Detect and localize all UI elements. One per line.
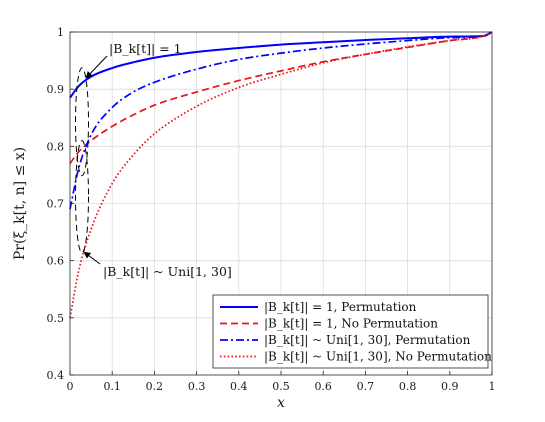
y-tick-label: 0.4 (47, 369, 65, 382)
y-axis-label: Pr(ξ_k[t, n] ≤ x) (12, 147, 28, 260)
legend-label-1: |B_k[t]| = 1, Permutation (264, 300, 417, 314)
x-tick-label: 0.3 (188, 380, 206, 393)
annotation-label-top: |B_k[t]| = 1 (109, 41, 182, 56)
x-tick-label: 0.4 (230, 380, 248, 393)
x-tick-label: 0.1 (103, 380, 121, 393)
ellipse-uniform-users (75, 140, 89, 254)
series-line-4 (69, 31, 493, 318)
y-tick-label: 0.7 (47, 198, 65, 211)
annotation-arrow-bottom (83, 251, 101, 265)
annotations: |B_k[t]| = 1 |B_k[t]| ~ Uni[1, 30] (75, 41, 232, 279)
x-tick-label: 0.7 (357, 380, 375, 393)
y-tick-label: 0.6 (47, 255, 65, 268)
x-tick-label: 0.9 (441, 380, 459, 393)
ellipse-single-user (75, 67, 89, 177)
annotation-label-bottom: |B_k[t]| ~ Uni[1, 30] (103, 264, 232, 279)
legend-label-3: |B_k[t]| ~ Uni[1, 30], Permutation (264, 333, 471, 347)
series-line-3 (69, 31, 493, 210)
y-tick-label: 0.9 (47, 83, 65, 96)
curves (69, 31, 493, 318)
x-axis-label: x (277, 395, 285, 411)
y-tick-label: 1 (57, 26, 64, 39)
annotation-arrow-top (85, 55, 108, 79)
grid (70, 32, 492, 375)
x-tick-label: 0.6 (314, 380, 332, 393)
legend: |B_k[t]| = 1, Permutation |B_k[t]| = 1, N… (212, 294, 492, 369)
legend-label-2: |B_k[t]| = 1, No Permutation (264, 317, 438, 331)
y-tick-label: 0.8 (47, 140, 65, 153)
x-tick-label: 0.2 (146, 380, 164, 393)
x-tick-label: 0.8 (399, 380, 417, 393)
x-tick-label: 0.5 (272, 380, 290, 393)
x-tick-label: 1 (489, 380, 496, 393)
x-tick-label: 0 (67, 380, 74, 393)
legend-label-4: |B_k[t]| ~ Uni[1, 30], No Permutation (264, 350, 492, 364)
legend-box (212, 294, 489, 369)
series-line-2 (69, 31, 493, 164)
y-tick-label: 0.5 (47, 312, 65, 325)
tick-labels: 0 0.1 0.2 0.3 0.4 0.5 0.6 0.7 0.8 0.9 1 0.4 0.5 0.6 0.… (47, 26, 496, 393)
series-line-1 (69, 31, 493, 99)
